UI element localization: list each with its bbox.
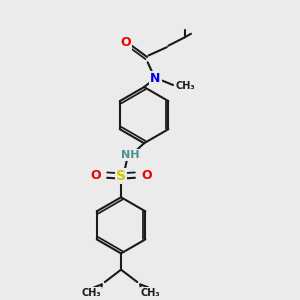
Text: S: S [116, 169, 126, 183]
Text: CH₃: CH₃ [82, 288, 101, 298]
Text: O: O [121, 36, 131, 49]
Text: O: O [141, 169, 152, 182]
Text: O: O [90, 169, 101, 182]
Text: N: N [150, 72, 160, 85]
Text: CH₃: CH₃ [141, 288, 160, 298]
Text: CH₃: CH₃ [175, 82, 195, 92]
Text: NH: NH [121, 150, 139, 160]
